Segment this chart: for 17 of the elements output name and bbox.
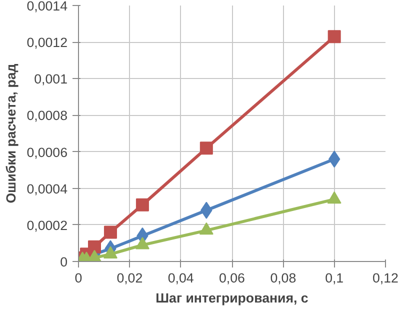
y-tick-label: 0,0006 — [26, 144, 68, 160]
x-tick-label: 0,02 — [116, 270, 143, 286]
y-tick-label: 0,0008 — [26, 108, 68, 124]
x-tick-label: 0,08 — [270, 270, 296, 286]
x-tick-label: 0 — [74, 270, 82, 286]
x-tick-label: 0,12 — [372, 270, 398, 286]
x-tick-label: 0,1 — [325, 270, 344, 286]
y-tick-label: 0,0004 — [26, 181, 68, 196]
y-tick-label: 0,0014 — [26, 0, 68, 14]
y-tick-label: 0 — [60, 254, 68, 270]
y-tick-label: 0,0002 — [26, 218, 68, 233]
y-tick-label: 0,0012 — [26, 35, 68, 50]
x-axis-title: Шаг интегрирования, с — [156, 290, 309, 306]
x-tick-label: 0,06 — [219, 270, 245, 286]
y-axis-title: Ошибки расчета, рад — [4, 63, 19, 204]
y-tick-label: 0,001 — [34, 72, 68, 87]
x-tick-label: 0,04 — [168, 270, 194, 286]
